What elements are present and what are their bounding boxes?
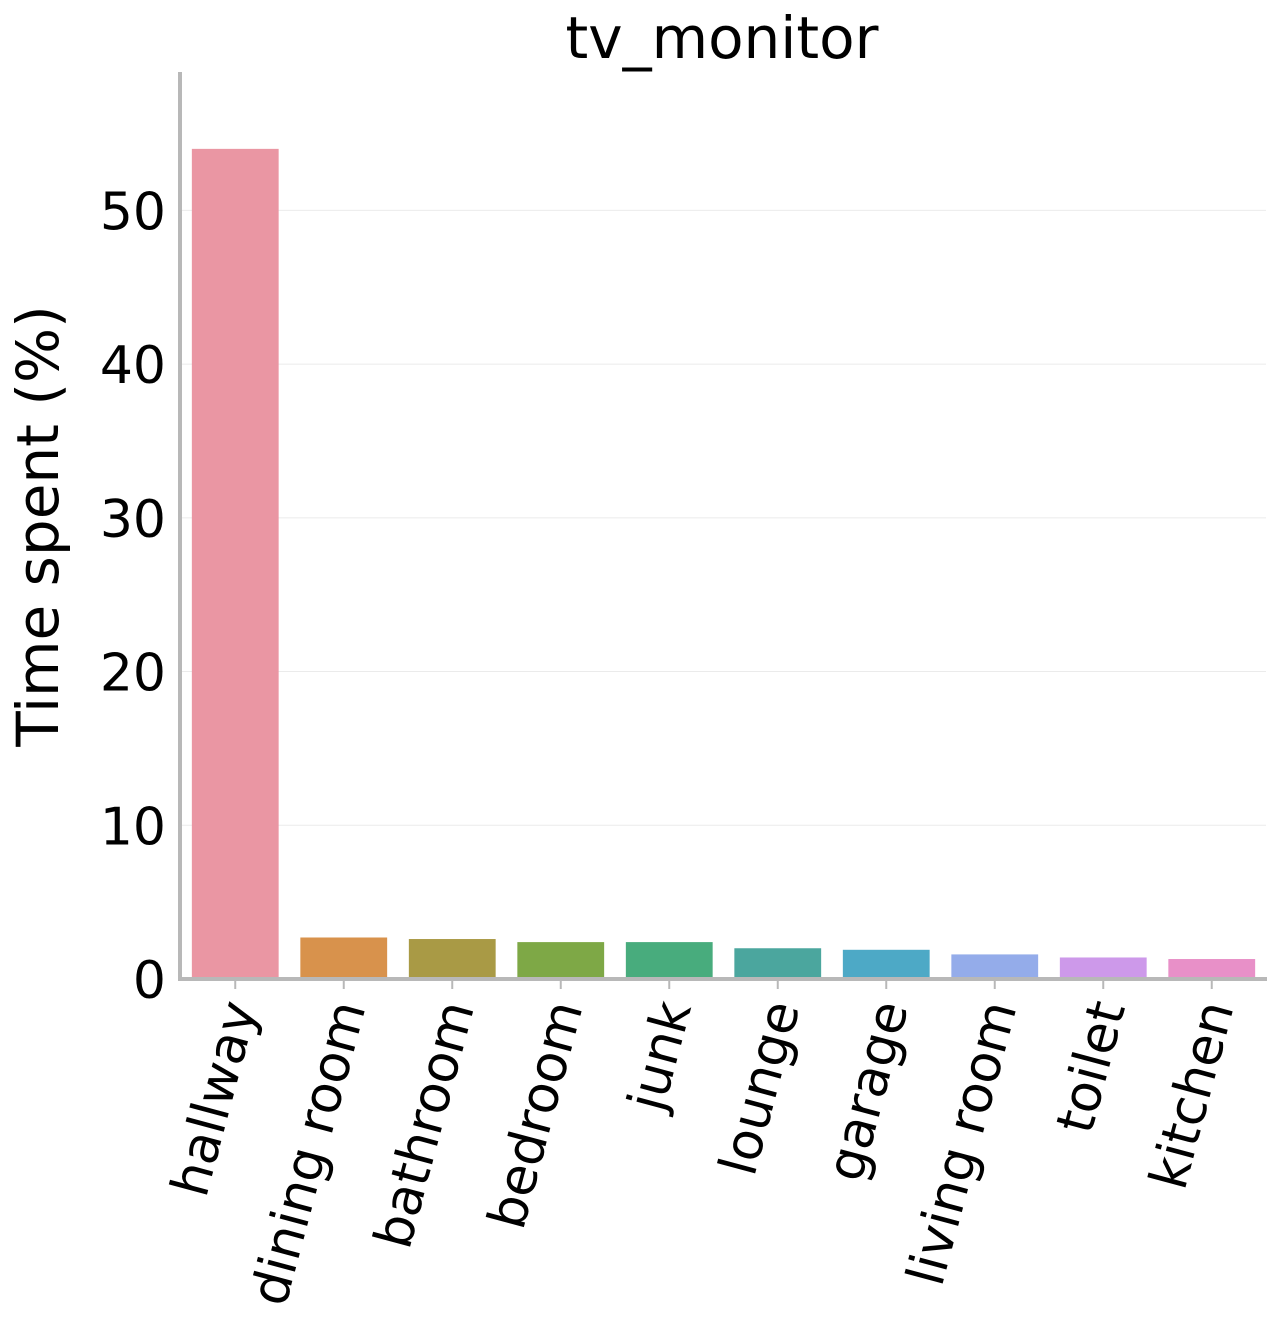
bar bbox=[408, 939, 496, 979]
y-tick-labels: 0 10 20 30 40 50 bbox=[100, 182, 166, 1011]
chart-title: tv_monitor bbox=[566, 4, 879, 72]
gridlines bbox=[181, 209, 1266, 826]
bar bbox=[300, 937, 388, 979]
bar bbox=[842, 949, 930, 979]
bar bbox=[1059, 957, 1147, 979]
y-tick-label: 20 bbox=[100, 644, 166, 704]
x-tick-label: garage bbox=[815, 995, 920, 1187]
bar bbox=[517, 942, 605, 979]
x-tick-label: toilet bbox=[1045, 995, 1138, 1139]
x-tick-label: kitchen bbox=[1139, 995, 1247, 1195]
y-tick-label: 50 bbox=[100, 182, 166, 242]
x-tick-label: bedroom bbox=[477, 995, 595, 1235]
bars bbox=[191, 148, 1256, 980]
y-tick-label: 10 bbox=[100, 797, 166, 857]
y-axis-label: Time spent (%) bbox=[4, 305, 72, 747]
bar bbox=[625, 942, 713, 979]
x-tick-label: lounge bbox=[708, 995, 812, 1182]
bar bbox=[951, 954, 1039, 979]
x-tick-label: living room bbox=[896, 995, 1029, 1292]
y-tick-label: 30 bbox=[100, 490, 166, 550]
x-tick-label: hallway bbox=[160, 995, 269, 1203]
bar bbox=[734, 948, 822, 979]
bar bbox=[1168, 959, 1256, 979]
x-tick-label: junk bbox=[617, 995, 704, 1118]
y-tick-label: 40 bbox=[100, 336, 166, 396]
x-tick-label: bathroom bbox=[363, 995, 486, 1255]
bar bbox=[191, 148, 279, 980]
y-tick-label: 0 bbox=[133, 951, 166, 1011]
